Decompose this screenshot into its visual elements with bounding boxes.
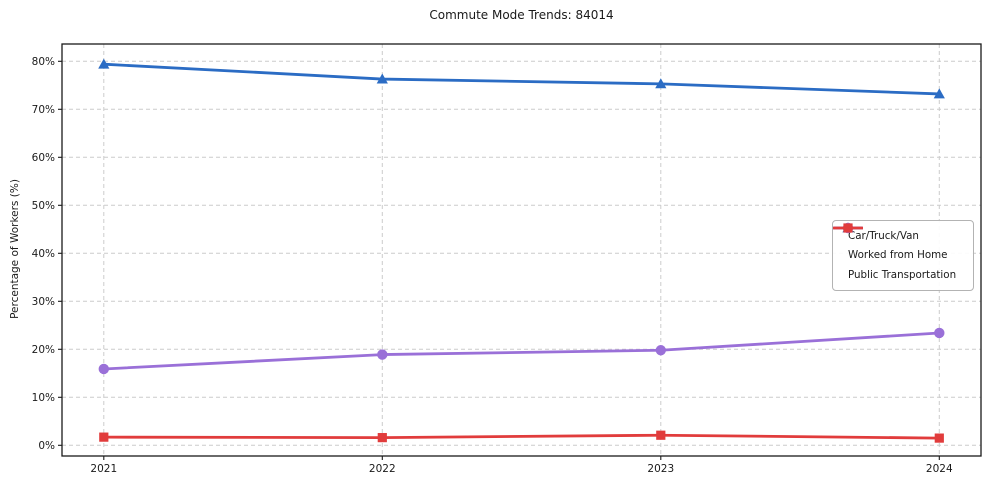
data-point-marker [934, 327, 945, 339]
data-point-marker [656, 430, 666, 440]
data-point-marker [934, 433, 944, 443]
series-circle [98, 327, 945, 375]
series-line [102, 62, 941, 96]
data-point-marker [933, 88, 945, 99]
y-tick-label: 80% [32, 56, 55, 68]
legend-item: Worked from Home [833, 222, 967, 266]
data-point-marker [98, 58, 110, 69]
chart-title: Commute Mode Trends: 84014 [429, 8, 614, 22]
data-point-marker [376, 73, 388, 84]
series-line [102, 331, 941, 371]
axis-ticks [58, 60, 940, 460]
x-tick-label: 2022 [369, 463, 396, 475]
legend-label: Worked from Home [848, 249, 948, 262]
y-tick-label: 30% [32, 296, 55, 308]
series-square [99, 430, 944, 443]
data-point-marker [377, 349, 388, 360]
data-point-marker [377, 433, 387, 443]
y-tick-label: 50% [32, 200, 55, 212]
y-tick-label: 40% [32, 248, 55, 260]
data-point-marker [98, 363, 110, 375]
y-tick-label: 10% [32, 392, 55, 404]
legend-label: Car/Truck/Van [848, 229, 919, 242]
legend: Car/Truck/Van Worked from Home Public Tran… [832, 220, 974, 291]
y-tick-label: 0% [38, 440, 55, 452]
gridlines [62, 44, 981, 456]
y-tick-label: 60% [32, 152, 55, 164]
y-tick-label: 20% [32, 344, 55, 356]
plot-border [61, 43, 982, 457]
series-triangle [98, 58, 945, 99]
axis-tick-labels: 0% 10% 20% 30% 40% 50% 60% 70% 80% 2021 2022 2023 20… [32, 56, 953, 475]
legend-marker-glyph [843, 223, 853, 233]
legend-label: Public Transportation [848, 268, 957, 281]
x-tick-label: 2023 [647, 463, 674, 475]
data-point-marker [655, 78, 667, 89]
data-point-marker [99, 432, 109, 442]
x-tick-label: 2024 [926, 463, 953, 475]
data-point-marker [655, 345, 666, 356]
y-tick-label: 70% [32, 104, 55, 116]
x-tick-label: 2021 [90, 463, 117, 475]
square-legend-marker-icon [833, 223, 863, 233]
legend-item: Public Transportation [833, 223, 967, 285]
series-line [102, 433, 941, 440]
